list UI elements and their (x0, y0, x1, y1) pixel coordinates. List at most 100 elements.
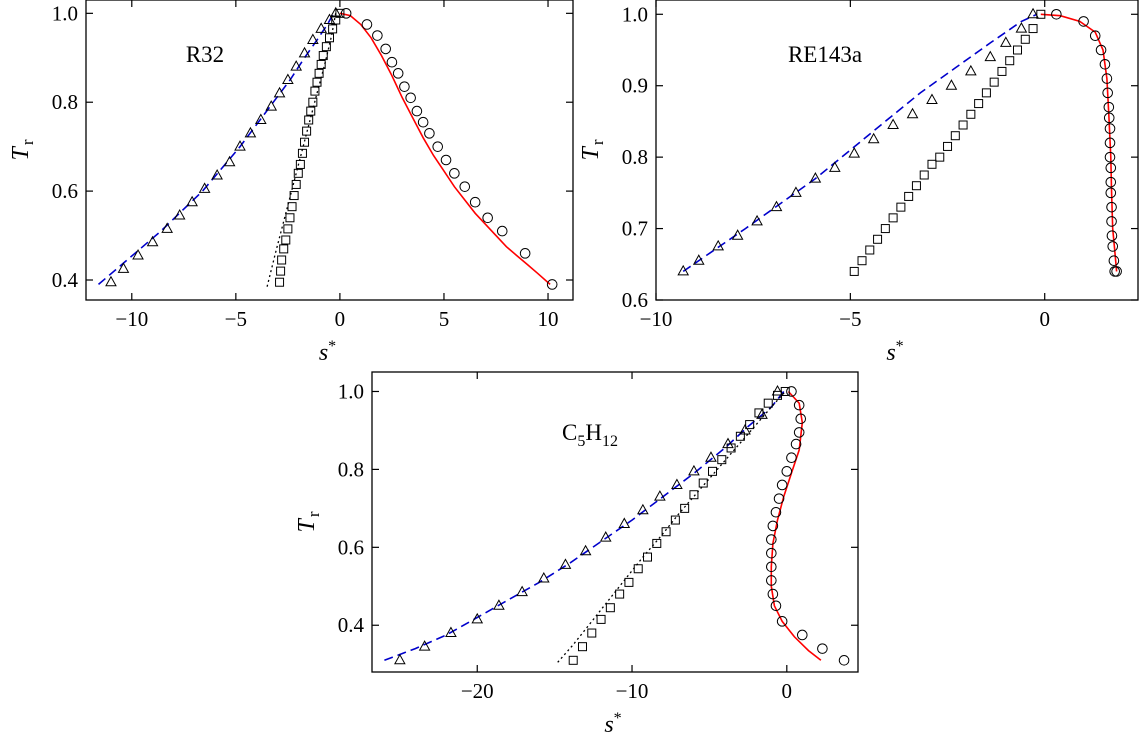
square-marker (919, 170, 929, 180)
circle-marker (496, 225, 508, 237)
square-marker (670, 515, 680, 525)
circle-marker (1095, 44, 1107, 56)
square-marker (605, 603, 615, 613)
triangle-marker (739, 423, 751, 435)
circle-marker (776, 479, 788, 491)
square-marker (717, 455, 727, 465)
square-marker (328, 24, 338, 34)
circle-marker (766, 534, 777, 545)
square-marker (652, 538, 662, 548)
square-marker (1028, 24, 1038, 34)
x-tick-label: −5 (839, 307, 861, 331)
square-marker (302, 126, 312, 136)
circle-marker (1105, 187, 1117, 199)
square-marker (754, 408, 764, 418)
y-axis-label: Tr (294, 511, 323, 532)
square-marker (297, 148, 307, 158)
circle-marker (1103, 112, 1115, 124)
square-marker (896, 202, 906, 212)
plot-frame (655, 0, 1139, 301)
square-marker (1013, 45, 1022, 55)
triangle-marker (887, 118, 899, 129)
triangle-marker (751, 214, 763, 226)
circle-marker (386, 56, 398, 68)
triangle-marker (688, 464, 700, 476)
y-tick-label: 0.6 (622, 288, 648, 312)
triangle-marker (117, 262, 130, 273)
x-tick-label: 0 (335, 307, 346, 331)
triangle-marker (771, 384, 784, 396)
circle-marker (1051, 8, 1062, 20)
square-marker (304, 115, 314, 125)
circle-marker (1105, 176, 1117, 188)
square-marker (780, 386, 790, 396)
circle-marker (1108, 255, 1120, 267)
square-marker (745, 420, 755, 430)
y-tick-label: 0.4 (338, 613, 365, 637)
series-line-solid (339, 12, 551, 285)
circle-marker (1104, 137, 1116, 149)
circle-marker (405, 92, 416, 104)
circle-marker (1078, 16, 1089, 27)
triangle-marker (254, 113, 267, 124)
triangle-marker (599, 531, 612, 542)
square-marker (281, 235, 291, 245)
circle-marker (796, 629, 808, 641)
circle-marker (1099, 58, 1111, 70)
y-axis-label: Tr (578, 139, 607, 160)
circle-marker (417, 116, 429, 128)
circle-marker (770, 506, 782, 518)
y-tick-label: 0.8 (338, 457, 364, 481)
circle-marker (770, 600, 782, 612)
triangle-marker (926, 93, 938, 104)
square-marker (943, 141, 953, 151)
x-tick-label: 5 (439, 307, 450, 331)
square-marker (308, 97, 318, 107)
square-marker (643, 552, 653, 562)
y-tick-label: 1.0 (338, 379, 364, 403)
triangle-marker (493, 599, 505, 610)
triangle-marker (867, 132, 880, 144)
circle-marker (482, 212, 493, 224)
circle-marker (411, 105, 423, 117)
circle-marker (767, 520, 779, 532)
square-marker (295, 159, 305, 169)
circle-marker (766, 547, 777, 559)
triangle-marker (265, 100, 278, 111)
square-marker (735, 431, 745, 441)
circle-marker (1104, 151, 1116, 163)
square-marker (283, 224, 293, 234)
square-marker (888, 213, 898, 223)
triangle-marker (712, 239, 725, 251)
triangle-marker (705, 451, 717, 462)
y-tick-label: 0.6 (52, 179, 78, 203)
circle-marker (372, 30, 383, 41)
circle-marker (766, 575, 777, 586)
triangle-marker (132, 249, 144, 260)
triangle-marker (537, 571, 550, 583)
triangle-marker (315, 22, 328, 33)
circle-marker (380, 43, 391, 55)
triangle-marker (965, 64, 977, 76)
circle-marker (459, 181, 471, 192)
circle-marker (1106, 201, 1117, 213)
circle-marker (1102, 87, 1113, 99)
square-marker (911, 181, 921, 191)
triangle-marker (809, 172, 822, 183)
triangle-marker (770, 200, 783, 212)
circle-marker (519, 248, 531, 259)
triangle-marker (731, 229, 744, 240)
plot-frame (85, 0, 574, 301)
circle-marker (781, 466, 793, 477)
x-tick-label: 10 (538, 307, 559, 331)
plot-area (384, 384, 850, 666)
circle-marker (546, 279, 558, 290)
triangle-marker (579, 544, 592, 556)
triangle-marker (105, 275, 117, 287)
circle-marker (817, 643, 828, 654)
triangle-marker (186, 195, 198, 207)
circle-marker (340, 8, 352, 19)
square-marker (596, 614, 606, 624)
y-tick-label: 1.0 (52, 1, 78, 25)
